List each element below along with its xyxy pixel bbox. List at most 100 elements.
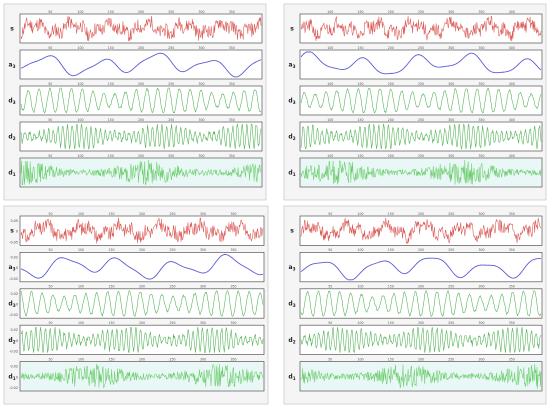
x-tick-label: 100	[357, 285, 363, 289]
panel-d1: 50 100 150 200 250 300 350 d1	[288, 357, 543, 392]
y-tick-label: 0	[16, 303, 18, 307]
x-tick-label: 300	[200, 248, 206, 252]
y-tick-label: 0	[16, 339, 18, 343]
x-tick-label: 200	[388, 82, 394, 86]
x-tick-label: 300	[478, 357, 484, 361]
x-tick-label: 250	[168, 82, 174, 86]
x-tick-label: 350	[230, 285, 236, 289]
panel-a3: 50 100 150 200 250 300 350 a3	[289, 248, 543, 283]
panel-background	[300, 158, 542, 187]
x-tick-label: 150	[388, 212, 394, 216]
x-tick-label: 100	[77, 10, 83, 14]
x-tick-label: 200	[138, 154, 144, 158]
y-tick-label: 0.02	[10, 292, 18, 296]
x-tick-label: 200	[138, 82, 144, 86]
x-tick-label: 350	[478, 10, 484, 14]
x-tick-label: 100	[78, 212, 84, 216]
x-tick-label: 200	[418, 212, 424, 216]
x-tick-label: 350	[509, 321, 515, 325]
x-tick-label: 150	[388, 357, 394, 361]
panel-axes-box	[299, 215, 543, 246]
x-tick-label: 300	[448, 10, 454, 14]
series-line-d2	[20, 326, 264, 353]
y-tick-label: 0.02	[10, 328, 18, 332]
panel-d2: 0.02 0 -0.02 50 100 150 200 250 300 350 d2	[8, 321, 265, 355]
x-tick-label: 150	[108, 321, 114, 325]
chart-top-left: 50 100 150 200 250 300 350 s 50 100 150 200 250 300 35…	[3, 3, 267, 201]
panel-label: a3	[289, 62, 296, 70]
x-tick-label: 250	[448, 321, 454, 325]
y-tick-label: 0	[16, 266, 18, 270]
y-tick-label: 0	[16, 230, 18, 234]
x-tick-label: 350	[509, 212, 515, 216]
panel-axes-box	[299, 85, 543, 116]
x-tick-label: 150	[108, 10, 114, 14]
x-tick-label: 300	[478, 321, 484, 325]
x-tick-label: 400	[509, 82, 515, 86]
panel-a3: 0.02 0 -0.02 50 100 150 200 250 300 350 a3	[9, 248, 265, 283]
x-tick-label: 200	[138, 118, 144, 122]
x-tick-label: 350	[229, 154, 235, 158]
panel-d1: 100 150 200 250 300 350 400 d1	[288, 154, 543, 188]
x-tick-label: 50	[48, 248, 52, 252]
y-tick-label: -0.02	[9, 313, 18, 317]
x-tick-label: 300	[448, 118, 454, 122]
series-line-a3	[300, 51, 542, 75]
x-tick-label: 300	[448, 154, 454, 158]
panel-axes-box	[19, 252, 265, 283]
x-tick-label: 200	[139, 248, 145, 252]
panel-axes-box	[19, 49, 263, 80]
panel-label: s	[290, 26, 294, 33]
panel-d3: 0.02 0 -0.02 50 100 150 200 250 300 350 d3	[8, 285, 265, 319]
panel-label: d3	[8, 301, 15, 309]
x-tick-label: 200	[388, 46, 394, 50]
x-tick-label: 50	[328, 248, 332, 252]
x-tick-label: 300	[478, 285, 484, 289]
x-tick-label: 100	[357, 248, 363, 252]
panel-a3: 100 150 200 250 300 350 400 a3	[289, 46, 543, 80]
x-tick-label: 350	[229, 82, 235, 86]
series-line-d1	[300, 363, 542, 390]
panel-axes-box	[299, 49, 543, 80]
series-line-d2	[20, 123, 262, 150]
y-tick-label: 0.02	[10, 365, 18, 369]
x-tick-label: 350	[478, 46, 484, 50]
x-tick-label: 350	[478, 82, 484, 86]
panel-d2: 50 100 150 200 250 300 350 d2	[288, 321, 543, 355]
x-tick-label: 200	[388, 10, 394, 14]
x-tick-label: 150	[357, 82, 363, 86]
x-tick-label: 300	[478, 248, 484, 252]
panel-label: s	[290, 228, 294, 235]
x-tick-label: 100	[327, 10, 333, 14]
panel-label: d2	[288, 337, 295, 345]
panel-label: d2	[8, 134, 15, 142]
x-tick-label: 100	[78, 285, 84, 289]
panel-d2: 100 150 200 250 300 350 400 d2	[288, 118, 543, 152]
panel-label: d1	[288, 170, 295, 178]
x-tick-label: 150	[108, 357, 114, 361]
x-tick-label: 100	[327, 118, 333, 122]
panel-axes-box	[19, 288, 265, 319]
series-line-d3	[20, 87, 262, 114]
x-tick-label: 200	[388, 154, 394, 158]
panel-axes-box	[299, 288, 543, 319]
x-tick-label: 150	[357, 46, 363, 50]
x-tick-label: 250	[168, 46, 174, 50]
panel-axes-box	[299, 121, 543, 152]
x-tick-label: 50	[48, 10, 52, 14]
panel-label: d1	[288, 373, 295, 381]
x-tick-label: 250	[418, 82, 424, 86]
panel-d3: 50 100 150 200 250 300 350 d3	[288, 285, 543, 319]
x-tick-label: 300	[198, 118, 204, 122]
series-line-d3	[300, 87, 542, 114]
x-tick-label: 300	[200, 357, 206, 361]
x-tick-label: 100	[77, 46, 83, 50]
panel-axes-box	[299, 252, 543, 283]
panel-axes-box	[19, 324, 265, 355]
x-tick-label: 100	[78, 248, 84, 252]
x-tick-label: 100	[357, 321, 363, 325]
chart-top-right: 100 150 200 250 300 350 400 s 100 150 200 250 300 350…	[283, 3, 547, 201]
panel-label: d3	[288, 98, 295, 106]
x-tick-label: 200	[138, 10, 144, 14]
